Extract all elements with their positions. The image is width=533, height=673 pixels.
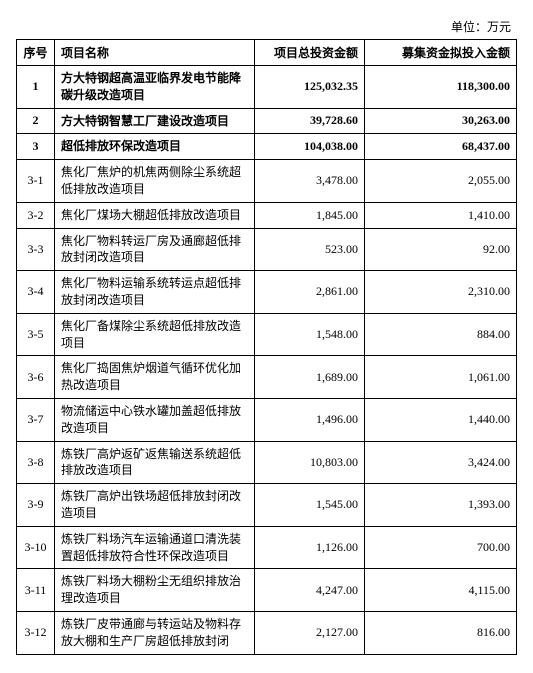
cell-seq: 3-1 <box>17 160 55 203</box>
cell-invest: 1,440.00 <box>365 398 517 441</box>
table-row: 1方大特钢超高温亚临界发电节能降碳升级改造项目125,032.35118,300… <box>17 66 517 109</box>
table-row: 3-6焦化厂捣固焦炉烟道气循环优化加热改造项目1,689.001,061.00 <box>17 356 517 399</box>
cell-seq: 3-8 <box>17 441 55 484</box>
cell-total: 1,126.00 <box>255 526 365 569</box>
cell-seq: 3-5 <box>17 313 55 356</box>
cell-name: 炼铁厂高炉出铁场超低排放封闭改造项目 <box>55 484 255 527</box>
header-name: 项目名称 <box>55 40 255 66</box>
cell-name: 方大特钢智慧工厂建设改造项目 <box>55 108 255 134</box>
cell-total: 4,247.00 <box>255 569 365 612</box>
cell-name: 方大特钢超高温亚临界发电节能降碳升级改造项目 <box>55 66 255 109</box>
cell-invest: 3,424.00 <box>365 441 517 484</box>
cell-total: 1,496.00 <box>255 398 365 441</box>
cell-name: 炼铁厂料场大棚粉尘无组织排放治理改造项目 <box>55 569 255 612</box>
table-row: 3-5焦化厂备煤除尘系统超低排放改造项目1,548.00884.00 <box>17 313 517 356</box>
cell-invest: 1,393.00 <box>365 484 517 527</box>
cell-invest: 4,115.00 <box>365 569 517 612</box>
cell-name: 焦化厂物料转运厂房及通廊超低排放封闭改造项目 <box>55 228 255 271</box>
cell-name: 焦化厂焦炉的机焦两侧除尘系统超低排放改造项目 <box>55 160 255 203</box>
table-row: 3-3焦化厂物料转运厂房及通廊超低排放封闭改造项目523.0092.00 <box>17 228 517 271</box>
cell-total: 39,728.60 <box>255 108 365 134</box>
cell-total: 10,803.00 <box>255 441 365 484</box>
cell-invest: 1,410.00 <box>365 202 517 228</box>
cell-name: 物流储运中心铁水罐加盖超低排放改造项目 <box>55 398 255 441</box>
cell-seq: 1 <box>17 66 55 109</box>
cell-total: 1,689.00 <box>255 356 365 399</box>
cell-name: 炼铁厂高炉返矿返焦输送系统超低排放改造项目 <box>55 441 255 484</box>
cell-name: 炼铁厂皮带通廊与转运站及物料存放大棚和生产厂房超低排放封闭 <box>55 611 255 654</box>
investment-table: 序号 项目名称 项目总投资金额 募集资金拟投入金额 1方大特钢超高温亚临界发电节… <box>16 39 517 655</box>
cell-total: 2,861.00 <box>255 271 365 314</box>
cell-total: 3,478.00 <box>255 160 365 203</box>
cell-invest: 2,055.00 <box>365 160 517 203</box>
cell-seq: 3-6 <box>17 356 55 399</box>
cell-invest: 68,437.00 <box>365 134 517 160</box>
unit-label: 单位：万元 <box>16 18 517 35</box>
cell-invest: 1,061.00 <box>365 356 517 399</box>
cell-invest: 884.00 <box>365 313 517 356</box>
table-row: 3-4焦化厂物料运输系统转运点超低排放封闭改造项目2,861.002,310.0… <box>17 271 517 314</box>
cell-seq: 2 <box>17 108 55 134</box>
cell-total: 104,038.00 <box>255 134 365 160</box>
cell-name: 超低排放环保改造项目 <box>55 134 255 160</box>
cell-invest: 816.00 <box>365 611 517 654</box>
cell-total: 1,548.00 <box>255 313 365 356</box>
table-row: 2方大特钢智慧工厂建设改造项目39,728.6030,263.00 <box>17 108 517 134</box>
table-row: 3超低排放环保改造项目104,038.0068,437.00 <box>17 134 517 160</box>
cell-invest: 700.00 <box>365 526 517 569</box>
header-invest: 募集资金拟投入金额 <box>365 40 517 66</box>
cell-seq: 3-2 <box>17 202 55 228</box>
header-total: 项目总投资金额 <box>255 40 365 66</box>
table-row: 3-1焦化厂焦炉的机焦两侧除尘系统超低排放改造项目3,478.002,055.0… <box>17 160 517 203</box>
cell-invest: 118,300.00 <box>365 66 517 109</box>
cell-seq: 3-3 <box>17 228 55 271</box>
cell-seq: 3-7 <box>17 398 55 441</box>
table-row: 3-9炼铁厂高炉出铁场超低排放封闭改造项目1,545.001,393.00 <box>17 484 517 527</box>
cell-invest: 2,310.00 <box>365 271 517 314</box>
cell-invest: 92.00 <box>365 228 517 271</box>
cell-total: 523.00 <box>255 228 365 271</box>
cell-name: 焦化厂捣固焦炉烟道气循环优化加热改造项目 <box>55 356 255 399</box>
cell-name: 炼铁厂料场汽车运输通道口清洗装置超低排放符合性环保改造项目 <box>55 526 255 569</box>
cell-name: 焦化厂煤场大棚超低排放改造项目 <box>55 202 255 228</box>
cell-seq: 3-9 <box>17 484 55 527</box>
table-header-row: 序号 项目名称 项目总投资金额 募集资金拟投入金额 <box>17 40 517 66</box>
cell-total: 1,545.00 <box>255 484 365 527</box>
header-seq: 序号 <box>17 40 55 66</box>
cell-total: 125,032.35 <box>255 66 365 109</box>
table-row: 3-12炼铁厂皮带通廊与转运站及物料存放大棚和生产厂房超低排放封闭2,127.0… <box>17 611 517 654</box>
table-row: 3-8炼铁厂高炉返矿返焦输送系统超低排放改造项目10,803.003,424.0… <box>17 441 517 484</box>
table-row: 3-11炼铁厂料场大棚粉尘无组织排放治理改造项目4,247.004,115.00 <box>17 569 517 612</box>
cell-invest: 30,263.00 <box>365 108 517 134</box>
cell-seq: 3-12 <box>17 611 55 654</box>
cell-seq: 3-10 <box>17 526 55 569</box>
table-row: 3-10炼铁厂料场汽车运输通道口清洗装置超低排放符合性环保改造项目1,126.0… <box>17 526 517 569</box>
cell-seq: 3 <box>17 134 55 160</box>
cell-total: 2,127.00 <box>255 611 365 654</box>
table-row: 3-7物流储运中心铁水罐加盖超低排放改造项目1,496.001,440.00 <box>17 398 517 441</box>
cell-seq: 3-11 <box>17 569 55 612</box>
cell-name: 焦化厂备煤除尘系统超低排放改造项目 <box>55 313 255 356</box>
table-row: 3-2焦化厂煤场大棚超低排放改造项目1,845.001,410.00 <box>17 202 517 228</box>
cell-total: 1,845.00 <box>255 202 365 228</box>
cell-seq: 3-4 <box>17 271 55 314</box>
cell-name: 焦化厂物料运输系统转运点超低排放封闭改造项目 <box>55 271 255 314</box>
